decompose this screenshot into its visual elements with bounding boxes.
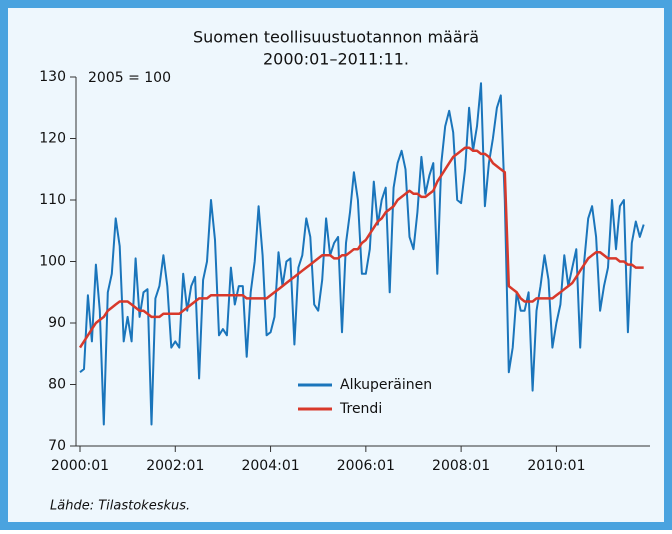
annotation: 2005 = 100 <box>88 70 171 86</box>
y-tick-label: 110 <box>39 192 66 208</box>
chart-title: Suomen teollisuustuotannon määrä <box>193 28 479 47</box>
chart-subtitle: 2000:01–2011:11. <box>263 50 409 69</box>
x-tick-label: 2000:01 <box>51 458 109 474</box>
x-tick-label: 2004:01 <box>241 458 299 474</box>
y-tick-label: 90 <box>48 315 66 331</box>
y-tick-label: 120 <box>39 131 66 147</box>
y-tick-label: 130 <box>39 69 66 85</box>
legend-label: Trendi <box>339 401 382 417</box>
y-tick-label: 70 <box>48 438 66 454</box>
x-tick-label: 2006:01 <box>337 458 395 474</box>
series-line <box>78 146 644 349</box>
y-tick-label: 100 <box>39 254 66 270</box>
x-tick-label: 2008:01 <box>432 458 490 474</box>
x-tick-label: 2002:01 <box>146 458 204 474</box>
x-tick-label: 2010:01 <box>527 458 585 474</box>
legend-label: Alkuperäinen <box>340 377 432 393</box>
source: Lähde: Tilastokeskus. <box>50 499 190 514</box>
y-tick-label: 80 <box>48 377 66 393</box>
series-line <box>79 82 645 426</box>
